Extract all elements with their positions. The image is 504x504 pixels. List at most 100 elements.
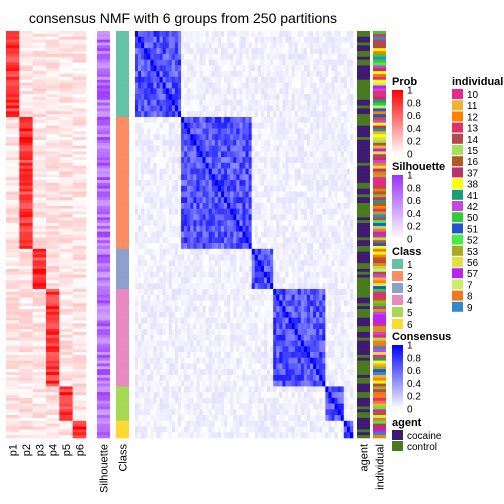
prob-cell [32, 128, 47, 132]
consensus-cell [138, 162, 142, 169]
consensus-cell [325, 168, 329, 175]
consensus-cell [184, 139, 188, 146]
consensus-cell [190, 116, 194, 124]
consensus-cell [282, 151, 286, 158]
consensus-cell [168, 294, 173, 301]
prob-cell [46, 329, 60, 333]
consensus-cell [267, 162, 271, 169]
consensus-cell [205, 214, 209, 221]
prob-cell [19, 42, 33, 46]
consensus-cell [282, 294, 286, 301]
consensus-cell [138, 76, 142, 83]
consensus-cell [208, 139, 213, 146]
class-cell [116, 217, 129, 221]
consensus-cell [217, 174, 222, 181]
consensus-cell [205, 139, 209, 146]
prob-cell [72, 225, 87, 230]
consensus-cell [343, 174, 348, 181]
consensus-cell [279, 59, 283, 66]
consensus-cell [248, 122, 252, 129]
consensus-cell [227, 202, 231, 210]
prob-cell [32, 360, 47, 364]
class-cell [116, 240, 129, 244]
consensus-cell [181, 225, 185, 232]
consensus-cell [313, 231, 317, 238]
prob-cell [59, 251, 73, 255]
consensus-cell [141, 185, 145, 192]
consensus-cell [328, 202, 332, 210]
consensus-cell [331, 168, 335, 175]
consensus-cell [325, 220, 329, 227]
class-cell [116, 59, 129, 63]
consensus-cell [254, 105, 259, 112]
consensus-cell [233, 266, 237, 273]
consensus-cell [291, 48, 295, 55]
consensus-cell [184, 185, 188, 192]
consensus-cell [334, 157, 338, 164]
consensus-cell [257, 277, 262, 284]
consensus-cell [340, 306, 345, 313]
consensus-cell [230, 185, 234, 192]
prob-cell [46, 403, 60, 407]
consensus-cell [248, 197, 252, 204]
consensus-cell [171, 220, 176, 227]
consensus-cell [310, 145, 314, 152]
consensus-cell [297, 231, 302, 238]
prob-cell [19, 397, 33, 402]
consensus-cell [171, 214, 176, 221]
consensus-cell [349, 122, 354, 129]
prob-cell [46, 240, 60, 244]
consensus-cell [150, 300, 154, 307]
consensus-cell [288, 283, 292, 290]
consensus-cell [248, 254, 252, 261]
consensus-cell [214, 306, 219, 313]
consensus-cell [331, 306, 335, 313]
consensus-cell [328, 180, 332, 187]
consensus-cell [254, 36, 259, 43]
consensus-cell [331, 243, 335, 250]
consensus-cell [211, 111, 216, 118]
prob-cell [32, 151, 47, 155]
consensus-cell [236, 311, 240, 318]
silhouette-track [97, 31, 110, 439]
prob-cell [6, 36, 20, 40]
consensus-cell [224, 271, 228, 278]
prob-cell [59, 148, 73, 152]
class-cell [116, 294, 129, 298]
consensus-cell [279, 116, 283, 124]
prob-cell [72, 383, 87, 387]
consensus-cell [322, 71, 326, 78]
silhouette-cell [97, 197, 110, 201]
consensus-cell [306, 105, 311, 112]
consensus-cell [260, 42, 265, 49]
consensus-cell [328, 82, 332, 89]
consensus-cell [214, 277, 219, 284]
consensus-cell [135, 111, 139, 118]
prob-cell [46, 185, 60, 189]
consensus-cell [300, 334, 305, 341]
consensus-cell [282, 191, 286, 198]
consensus-cell [205, 248, 209, 255]
consensus-cell [208, 254, 213, 261]
consensus-cell [270, 105, 274, 112]
consensus-cell [316, 323, 320, 330]
consensus-cell [263, 288, 268, 295]
consensus-cell [224, 260, 228, 267]
prob-cell [19, 363, 33, 367]
consensus-cell [144, 53, 148, 60]
consensus-cell [220, 248, 225, 255]
consensus-cell [263, 168, 268, 175]
consensus-cell [263, 99, 268, 106]
consensus-cell [306, 145, 311, 152]
prob-cell [72, 343, 87, 347]
consensus-cell [147, 180, 151, 187]
consensus-cell [346, 53, 351, 60]
consensus-cell [251, 145, 256, 152]
consensus-cell [196, 237, 200, 244]
consensus-cell [248, 157, 252, 164]
prob-cell [46, 108, 60, 112]
consensus-cell [217, 180, 222, 187]
consensus-cell [138, 180, 142, 187]
consensus-cell [263, 139, 268, 146]
prob-cell [46, 142, 60, 146]
